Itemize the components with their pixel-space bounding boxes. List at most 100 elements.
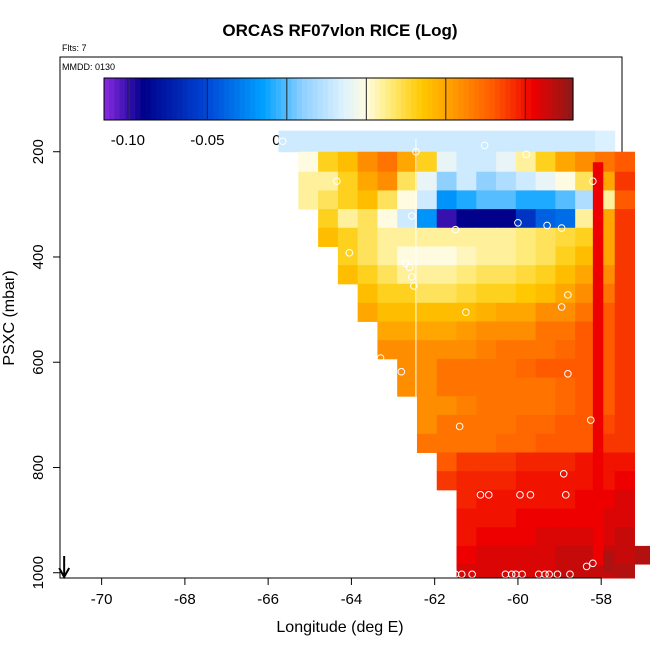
heatmap-cell: [496, 396, 517, 416]
heatmap-cell: [575, 265, 596, 285]
heatmap-cell: [575, 130, 596, 153]
heatmap-cell: [436, 283, 458, 304]
heatmap-cell: [357, 130, 378, 153]
colorbar-swatch: [286, 78, 293, 120]
heatmap-cell: [575, 433, 596, 453]
colorbar-swatch: [390, 78, 397, 120]
observation-point: [410, 282, 418, 290]
heatmap-cell: [416, 377, 438, 397]
heatmap-cell: [337, 190, 359, 210]
colorbar-swatch: [395, 78, 402, 120]
heatmap-cell: [397, 190, 418, 210]
colorbar-swatch: [416, 78, 423, 120]
colorbar-swatch: [223, 78, 230, 120]
heatmap-cell: [476, 302, 497, 322]
heatmap-cell: [614, 377, 635, 397]
heatmap-cell: [456, 265, 477, 285]
colorbar-swatch: [145, 78, 152, 120]
observation-point: [455, 422, 464, 431]
heatmap-cell: [535, 527, 556, 547]
heatmap-cell: [535, 433, 556, 453]
heatmap-cell: [614, 452, 635, 472]
heatmap-cell: [377, 130, 398, 153]
heatmap-cell: [476, 283, 497, 304]
colorbar-swatch: [458, 78, 465, 120]
heatmap-cell: [535, 321, 556, 341]
heatmap-cell: [318, 171, 339, 191]
heatmap-cell: [397, 209, 418, 229]
heatmap-cell: [575, 340, 596, 360]
heatmap-cell: [476, 452, 497, 472]
heatmap-cell: [515, 340, 537, 360]
heatmap-cell: [436, 209, 458, 229]
observation-point: [391, 459, 399, 468]
heatmap-cell: [436, 471, 458, 491]
colorbar-swatch: [437, 78, 444, 120]
heatmap-cell: [496, 358, 517, 378]
observation-point: [522, 150, 531, 159]
heatmap-cell: [614, 265, 635, 285]
heatmap-cell: [357, 265, 378, 285]
heatmap-cell: [515, 190, 537, 210]
y-tick-label: 200: [30, 139, 47, 164]
heatmap-cell: [397, 377, 418, 397]
colorbar: -0.10-0.050.000.050.100.15: [103, 77, 574, 149]
heatmap-cell: [575, 321, 596, 341]
heatmap-cell: [298, 171, 319, 191]
heatmap-cell: [575, 396, 596, 416]
colorbar-swatch: [270, 78, 277, 120]
heatmap-cell: [575, 471, 596, 491]
heatmap-cell: [535, 545, 556, 565]
colorbar-swatch: [489, 78, 496, 120]
heatmap-cell: [575, 246, 596, 266]
heatmap-cell: [456, 227, 477, 247]
colorbar-swatch: [171, 78, 178, 120]
heatmap-cell: [555, 190, 576, 210]
heatmap-cell: [535, 340, 556, 360]
heatmap-cell: [436, 246, 458, 266]
heatmap-cell: [515, 246, 537, 266]
colorbar-swatch: [401, 78, 407, 120]
heatmap-cell: [575, 358, 596, 378]
heatmap-cell: [614, 471, 635, 491]
heatmap-cell: [397, 130, 418, 153]
heatmap-cell: [456, 246, 477, 266]
heatmap-cell: [357, 283, 378, 304]
heatmap-cell: [614, 151, 635, 173]
x-tick-label: -64: [341, 591, 363, 608]
heatmap-cell: [397, 246, 418, 266]
heatmap-cell: [496, 321, 517, 341]
heatmap-cell: [496, 377, 517, 397]
heatmap-cell: [634, 545, 650, 565]
colorbar-swatch: [176, 78, 183, 120]
flights-label: Flts: 7: [62, 43, 87, 53]
observation-point: [345, 248, 354, 257]
heatmap-cell: [436, 151, 458, 173]
colorbar-swatch: [354, 78, 360, 120]
heatmap-cell: [318, 190, 339, 210]
heatmap-cell: [377, 151, 398, 173]
heatmap-cell: [496, 151, 517, 173]
observation-point: [405, 570, 414, 579]
heatmap-cell: [496, 130, 517, 153]
heatmap-cell: [416, 130, 438, 153]
heatmap-cell: [436, 414, 458, 435]
heatmap-cell: [555, 527, 576, 547]
colorbar-swatch: [130, 78, 136, 120]
heatmap-cell: [357, 151, 378, 173]
heatmap-cell: [476, 171, 497, 191]
heatmap-cell: [436, 190, 458, 210]
colorbar-swatch: [348, 78, 355, 120]
x-tick-label: -60: [507, 591, 529, 608]
heatmap-cell: [614, 564, 635, 579]
heatmap-cell: [496, 340, 517, 360]
observation-point: [451, 225, 460, 234]
heatmap-cell: [515, 564, 537, 579]
heatmap-cell: [614, 433, 635, 453]
y-tick-label: 600: [30, 350, 47, 375]
heatmap-cell: [476, 265, 497, 285]
heatmap-cell: [456, 130, 477, 153]
x-tick-label: -58: [590, 591, 612, 608]
heatmap-cell: [337, 227, 359, 247]
heatmap-cell: [476, 209, 497, 229]
